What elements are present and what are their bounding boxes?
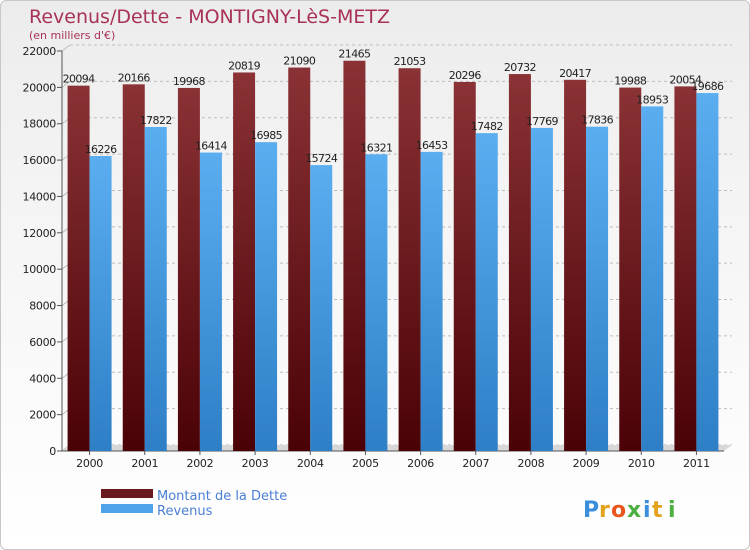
data-label-revenus: 16453: [416, 139, 449, 152]
data-label-revenus: 19686: [691, 80, 724, 93]
data-label-revenus: 17822: [140, 114, 172, 127]
bar-dette: [288, 67, 311, 451]
x-tick-labels-layer: 2000 2001 2002 2003 2004 2005 2006 2007 2008 2009…: [76, 457, 710, 470]
bar-revenus: [199, 152, 222, 451]
x-tick-label: 2009: [573, 457, 600, 470]
x-tick-label: 2002: [187, 457, 214, 470]
x-tick-label: 2001: [131, 457, 158, 470]
chart-title: Revenus/Dette - MONTIGNY-LèS-METZ: [29, 6, 390, 28]
logo-letter: r: [599, 498, 610, 523]
x-tick-label: 2006: [407, 457, 434, 470]
y-tick-label: 12000: [23, 227, 57, 240]
x-tick-label: 2007: [462, 457, 489, 470]
data-label-dette: 20166: [118, 71, 151, 84]
data-label-revenus: 16226: [85, 143, 118, 156]
data-label-dette: 20094: [63, 73, 96, 86]
bar-revenus: [530, 127, 553, 451]
data-label-revenus: 17836: [581, 114, 614, 127]
data-label-dette: 19968: [173, 75, 206, 88]
x-tick-label: 2004: [297, 457, 324, 470]
x-tick-label: 2011: [683, 457, 710, 470]
y-tick-label: 8000: [29, 300, 56, 313]
bar-revenus: [255, 142, 278, 451]
bar-revenus: [310, 165, 333, 452]
y-tick-label: 4000: [29, 372, 56, 385]
x-tick-label: 2010: [628, 457, 655, 470]
data-label-dette: 21465: [338, 48, 371, 61]
bar-dette: [674, 86, 697, 451]
legend-swatch-dette: [101, 489, 153, 498]
logo-letter: t: [652, 498, 663, 523]
y-tick-label: 2000: [29, 409, 56, 422]
data-label-revenus: 18953: [636, 93, 669, 106]
bar-revenus: [420, 151, 443, 451]
data-label-revenus: 16985: [250, 129, 283, 142]
x-tick-label: 2005: [352, 457, 379, 470]
legend: Montant de la Dette Revenus: [101, 489, 287, 519]
legend-swatch-revenus: [101, 504, 153, 513]
data-label-revenus: 16321: [360, 141, 392, 154]
data-label-dette: 21090: [283, 55, 316, 68]
legend-label-dette: Montant de la Dette: [157, 489, 287, 504]
logo-letter: i: [643, 498, 651, 523]
data-label-dette: 20296: [449, 69, 482, 82]
y-tick-label: 10000: [23, 263, 57, 276]
y-tick-label: 20000: [23, 81, 57, 94]
logo-letter: x: [627, 498, 641, 523]
bar-dette: [453, 81, 476, 452]
y-tick-label: 6000: [29, 336, 56, 349]
chart-subtitle: (en milliers d'€): [29, 29, 115, 42]
bar-revenus: [586, 126, 609, 451]
y-tick-label: 14000: [23, 190, 57, 203]
bar-revenus: [475, 133, 498, 452]
x-tick-label: 2003: [242, 457, 269, 470]
x-tick-label: 2000: [76, 457, 103, 470]
bar-revenus: [696, 93, 719, 451]
grid-depth-line: [61, 44, 71, 52]
grid-depth-line: [61, 80, 71, 88]
data-label-dette: 20054: [669, 73, 702, 86]
bar-dette: [398, 68, 421, 451]
bar-dette: [233, 72, 256, 452]
data-label-revenus: 16414: [195, 140, 228, 153]
data-label-revenus: 17482: [471, 120, 503, 133]
x-tick-label: 2008: [518, 457, 545, 470]
bar-dette: [67, 85, 90, 452]
bar-revenus: [365, 154, 388, 451]
data-label-dette: 20819: [228, 59, 261, 72]
logo-letter: P: [583, 498, 599, 523]
y-tick-label: 22000: [23, 45, 57, 58]
bar-dette: [619, 87, 642, 451]
bar-dette: [564, 79, 587, 452]
y-tick-label: 16000: [23, 154, 57, 167]
y-tick-label: 18000: [23, 118, 57, 131]
data-label-dette: 20417: [559, 67, 592, 80]
y-tick-label: 0: [49, 445, 56, 458]
bar-dette: [343, 60, 366, 452]
bar-dette: [177, 87, 200, 451]
bar-dette: [122, 84, 145, 451]
data-label-revenus: 15724: [305, 152, 338, 165]
data-label-dette: 20732: [504, 61, 536, 74]
y-tick-labels-layer: 0 2000 4000 6000 8000 10000 12000 14000 16000 180…: [23, 45, 57, 458]
data-label-revenus: 17769: [526, 115, 559, 128]
bars-layer: [67, 60, 719, 452]
bar-revenus: [89, 155, 112, 451]
bar-revenus: [641, 106, 664, 452]
data-labels-layer: 20094 16226 20166 17822 19968 16414 20819 16985…: [63, 48, 725, 165]
logo-letter: o: [611, 498, 626, 523]
bar-dette: [508, 74, 531, 452]
logo-letter: i: [668, 498, 676, 523]
data-label-dette: 21053: [394, 55, 427, 68]
bar-revenus: [144, 126, 167, 452]
data-label-dette: 19988: [614, 75, 647, 88]
legend-label-revenus: Revenus: [157, 504, 213, 519]
